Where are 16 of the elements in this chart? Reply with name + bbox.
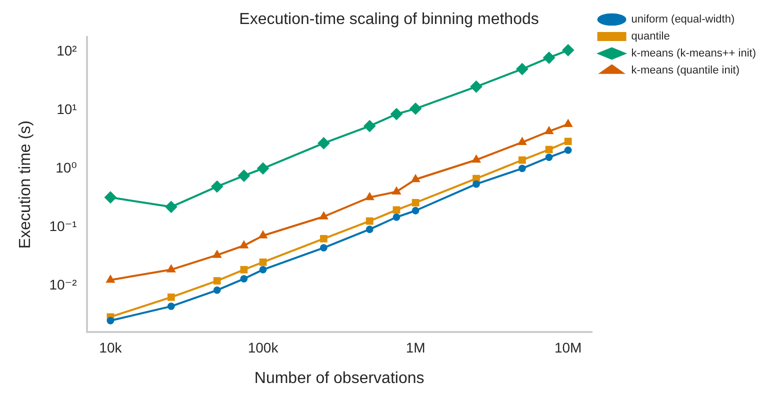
x-axis-title: Number of observations — [254, 370, 424, 387]
y-tick-label: 10⁻¹ — [49, 218, 78, 234]
chart-title: Execution-time scaling of binning methods — [239, 11, 539, 28]
legend-label: k-means (quantile init) — [631, 64, 740, 77]
y-axis-title: Execution time (s) — [17, 120, 34, 249]
y-tick-label: 10² — [56, 42, 78, 58]
y-tick-label: 10⁰ — [56, 159, 78, 176]
legend-label: uniform (equal-width) — [631, 14, 735, 26]
x-tick-label: 10k — [99, 339, 123, 356]
y-tick-label: 10¹ — [56, 100, 78, 117]
legend-label: k-means (k-means++ init) — [631, 48, 756, 60]
x-tick-label: 10M — [554, 339, 582, 356]
x-tick-label: 1M — [406, 339, 426, 356]
y-tick-label: 10⁻² — [49, 276, 78, 292]
legend-label: quantile — [631, 30, 670, 43]
x-tick-label: 100k — [248, 339, 280, 356]
